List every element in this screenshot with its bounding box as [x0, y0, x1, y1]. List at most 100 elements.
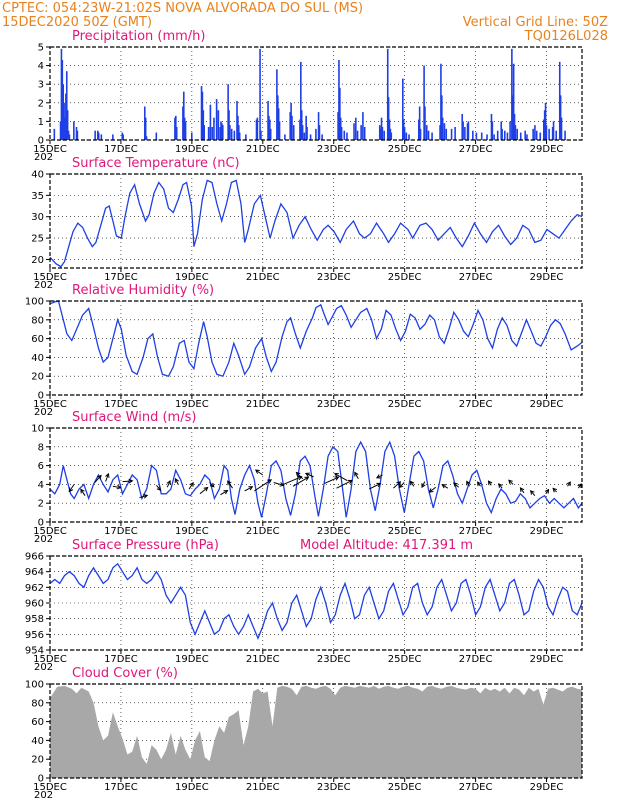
wind-arrowhead	[508, 479, 513, 485]
x-tick-label: 23DEC	[317, 782, 351, 793]
y-tick-label: 956	[25, 630, 44, 641]
precip-bar	[532, 128, 534, 140]
panel-title-press: Surface Pressure (hPa)	[72, 538, 219, 553]
x-tick-label: 21DEC	[246, 144, 280, 155]
x-tick-label: 21DEC	[246, 399, 280, 410]
x-tick-label: 23DEC	[317, 526, 351, 537]
precip-bar	[387, 97, 390, 140]
precip-bar	[268, 115, 270, 140]
precip-bar	[305, 115, 307, 140]
precip-bar	[290, 102, 292, 140]
x-tick-label: 25DEC	[388, 526, 422, 537]
precip-bar	[379, 128, 382, 140]
x-tick-label: 17DEC	[104, 144, 138, 155]
wind-arrowhead	[428, 488, 434, 493]
precip-bar	[267, 100, 269, 140]
panel-rh: Relative Humidity (%) 0 20 40 60 80 100 15DEC 17…	[25, 283, 583, 418]
y-tick-label: 8	[38, 442, 44, 453]
precip-bar	[542, 119, 545, 140]
precip-bar	[405, 132, 408, 140]
x-tick-label: 29DEC	[530, 654, 564, 665]
precip-bar	[408, 134, 410, 140]
precip-bar	[454, 126, 456, 140]
wind-vector	[227, 480, 233, 489]
x-tick-label: 27DEC	[459, 654, 493, 665]
precip-bar	[175, 126, 178, 140]
wind-arrowhead	[174, 477, 179, 483]
x-tick-label: 25DEC	[388, 399, 422, 410]
precip-bar	[441, 117, 444, 140]
precip-bar	[217, 110, 220, 140]
wind-vector	[166, 480, 171, 488]
precip-bar	[269, 119, 271, 140]
precip-bar	[300, 110, 303, 140]
precip-bar	[511, 48, 513, 140]
x-tick-label: 21DEC	[246, 654, 280, 665]
x-tick-label: 19DEC	[175, 144, 209, 155]
precip-bar	[555, 130, 557, 140]
wind-vector	[174, 478, 179, 485]
precip-bar	[461, 113, 464, 140]
header-model: TQ0126L028	[524, 29, 608, 44]
y-tick-label: 40	[31, 353, 44, 364]
wind-arrowhead	[375, 474, 381, 479]
wind-vector	[292, 476, 309, 487]
wind-arrowhead	[248, 486, 254, 491]
precip-bar	[259, 48, 261, 140]
precip-bar	[519, 132, 522, 140]
precip-bar	[100, 134, 103, 140]
precip-bar	[509, 121, 511, 140]
x-tick-label: 15DEC	[33, 399, 67, 410]
precip-bar	[338, 60, 340, 140]
x-tick-label: 21DEC	[246, 782, 280, 793]
precip-bar	[221, 123, 223, 140]
panel-frame	[49, 173, 583, 269]
y-tick-label: 962	[25, 583, 44, 594]
precip-bar	[472, 130, 474, 140]
precip-bar	[292, 125, 295, 140]
precip-bar	[340, 126, 343, 140]
precip-bar	[543, 110, 546, 140]
x-tick-label: 23DEC	[317, 399, 351, 410]
precip-bar	[339, 87, 341, 140]
precip-bar	[245, 134, 247, 140]
x-tick-label: 17DEC	[104, 782, 138, 793]
panel-title-cloud: Cloud Cover (%)	[72, 666, 178, 681]
precip-bar	[339, 117, 342, 140]
y-tick-label: 60	[31, 717, 44, 728]
precip-bar	[321, 134, 323, 140]
wind-arrowhead	[347, 479, 353, 485]
wind-arrowhead	[552, 487, 558, 493]
y-tick-label: 0	[38, 518, 44, 529]
wind-vector	[139, 494, 148, 499]
precip-bar	[501, 128, 503, 140]
y-tick-label: 3	[38, 80, 44, 91]
wind-arrowhead	[577, 483, 582, 488]
precip-bar	[355, 117, 357, 140]
precip-bar	[439, 125, 441, 140]
panel-title-rh: Relative Humidity (%)	[72, 283, 214, 298]
wind-arrowhead	[376, 482, 382, 488]
wind-arrowhead	[487, 480, 493, 486]
x-tick-label: 25DEC	[388, 654, 422, 665]
precip-bar	[97, 132, 100, 140]
x-tick-label: 27DEC	[459, 526, 493, 537]
precip-bar	[62, 84, 65, 140]
x-year-label: 202	[34, 662, 53, 673]
precip-bar	[534, 125, 536, 140]
y-tick-label: 6	[38, 461, 44, 472]
precip-bar	[493, 134, 495, 140]
wind-vector	[122, 480, 133, 483]
wind-vector	[354, 472, 359, 480]
panel-wind: Surface Wind (m/s) 0 2 4 6 8 10 15DEC 17DEC 19DEC…	[31, 410, 583, 545]
wind-arrowhead	[498, 483, 503, 488]
precip-bar	[237, 115, 239, 140]
precip-bar	[317, 112, 320, 140]
precip-bar	[516, 128, 518, 140]
precip-bar	[182, 106, 184, 140]
wind-arrowhead	[398, 483, 404, 489]
precip-bar	[67, 130, 70, 140]
x-year-label: 202	[34, 407, 53, 418]
wind-vector	[453, 482, 459, 488]
